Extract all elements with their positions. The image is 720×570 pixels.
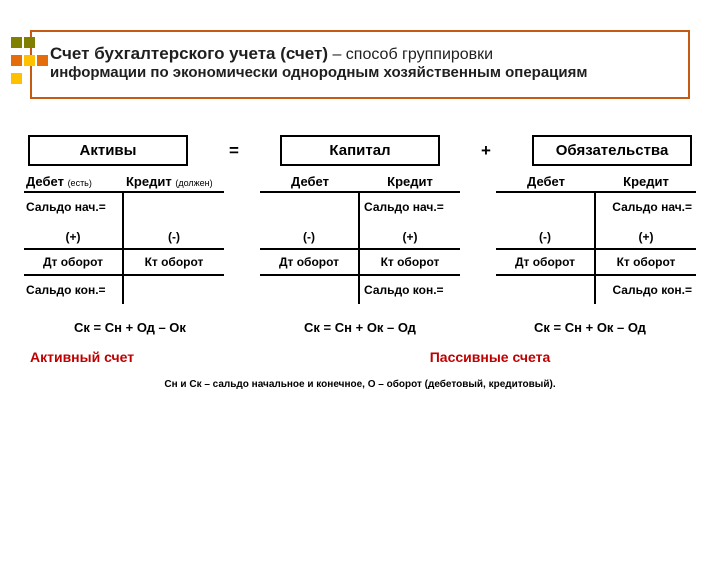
debet-header: Дебет (260, 172, 360, 191)
debit-plus: (+) (24, 221, 122, 248)
debit-minus: (-) (496, 221, 594, 248)
capital-box: Капитал (280, 135, 440, 166)
kt-oborot: Кт оборот (124, 248, 224, 276)
saldo-end: Сальдо кон.= (360, 276, 460, 304)
assets-box: Активы (28, 135, 188, 166)
t-accounts-row: Дебет (есть) Кредит (должен) Сальдо нач.… (24, 172, 696, 304)
formulas-row: Ск = Сн + Од – Ок Ск = Сн + Ок – Од Ск =… (30, 320, 690, 335)
credit-plus: (+) (360, 221, 460, 248)
footnote: Сн и Ск – сальдо начальное и конечное, О… (0, 379, 720, 390)
kt-oborot: Кт оборот (360, 248, 460, 276)
assets-account: Дебет (есть) Кредит (должен) Сальдо нач.… (24, 172, 224, 304)
dt-oborot: Дт оборот (24, 248, 122, 276)
debit-minus: (-) (260, 221, 358, 248)
debet-header: Дебет (есть) (24, 172, 124, 191)
credit-header: Кредит (596, 172, 696, 191)
definition-line2: информации по экономически однородным хо… (50, 64, 670, 81)
passive-accounts-label: Пассивные счета (290, 349, 690, 365)
definition-box: Счет бухгалтерского учета (счет) – спосо… (30, 30, 690, 99)
debet-header: Дебет (496, 172, 596, 191)
plus-sign: + (481, 141, 491, 161)
account-type-labels: Активный счет Пассивные счета (30, 349, 690, 365)
liabilities-account: Дебет Кредит (-) Дт оборот Сальдо нач.= … (496, 172, 696, 304)
credit-plus: (+) (596, 221, 696, 248)
credit-header: Кредит (должен) (124, 172, 224, 191)
saldo-end: Сальдо кон.= (596, 276, 696, 304)
equation-row: Активы = Капитал + Обязательства (28, 135, 692, 166)
saldo-start: Сальдо нач.= (360, 193, 460, 221)
formula-liabilities: Ск = Сн + Ок – Од (490, 320, 690, 335)
equals-sign: = (229, 141, 239, 161)
liabilities-box: Обязательства (532, 135, 692, 166)
definition-term: Счет бухгалтерского учета (счет) (50, 44, 328, 63)
saldo-start: Сальдо нач.= (24, 193, 122, 221)
dt-oborot: Дт оборот (496, 248, 594, 276)
saldo-end: Сальдо кон.= (24, 276, 122, 304)
active-account-label: Активный счет (30, 349, 134, 365)
capital-account: Дебет Кредит (-) Дт оборот Сальдо нач.= … (260, 172, 460, 304)
credit-minus: (-) (124, 221, 224, 248)
formula-capital: Ск = Сн + Ок – Од (260, 320, 460, 335)
kt-oborot: Кт оборот (596, 248, 696, 276)
saldo-start: Сальдо нач.= (596, 193, 696, 221)
dt-oborot: Дт оборот (260, 248, 358, 276)
credit-header: Кредит (360, 172, 460, 191)
definition-rest1: – способ группировки (328, 46, 493, 63)
corner-decoration (10, 36, 49, 90)
formula-assets: Ск = Сн + Од – Ок (30, 320, 230, 335)
